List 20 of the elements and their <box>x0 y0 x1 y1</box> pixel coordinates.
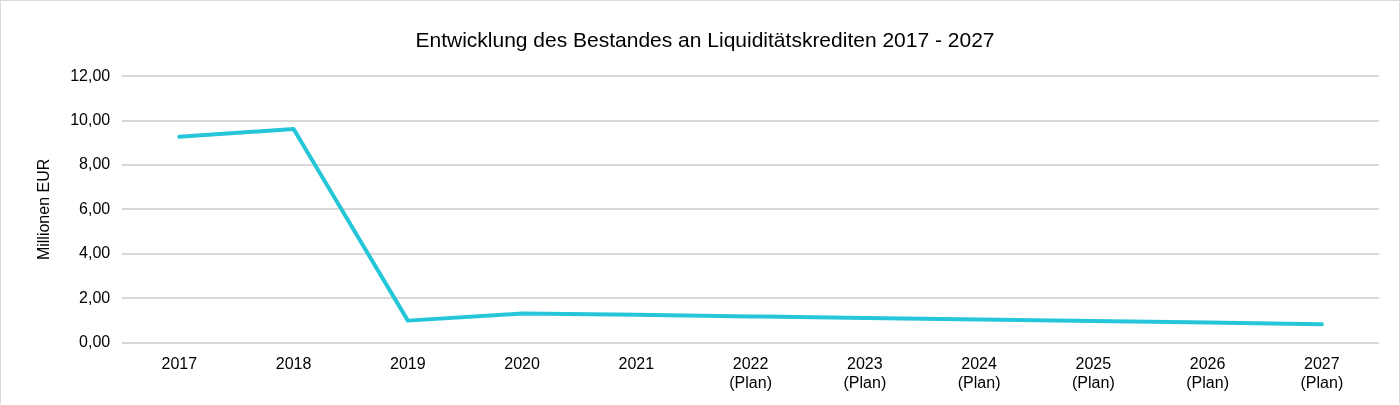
y-tick-label: 12,00 <box>70 66 111 84</box>
x-tick-label: 2018 <box>275 354 312 372</box>
x-tick-label: 2025 (Plan) <box>1072 354 1115 391</box>
y-tick-label: 4,00 <box>79 244 111 262</box>
x-tick-label: 2027 (Plan) <box>1300 354 1344 391</box>
y-tick-label: 8,00 <box>79 155 111 173</box>
chart-title: Entwicklung des Bestandes an Liquiditätskrediten 2017 - 2027 <box>415 28 995 52</box>
x-tick-label: 2026 (Plan) <box>1186 354 1229 391</box>
y-tick-label: 0,00 <box>79 333 111 351</box>
y-axis-title: Millionen EUR <box>35 158 53 261</box>
y-tick-label: 10,00 <box>70 111 111 129</box>
x-tick-label: 2017 <box>161 354 198 372</box>
x-tick-label: 2019 <box>390 354 426 372</box>
y-tick-label: 6,00 <box>79 199 111 217</box>
x-tick-label: 2023 (Plan) <box>843 354 887 391</box>
x-tick-label: 2021 <box>618 354 655 372</box>
y-tick-label: 2,00 <box>79 288 111 306</box>
x-tick-label: 2020 <box>504 354 541 372</box>
x-tick-label: 2022 (Plan) <box>729 354 772 391</box>
x-tick-label: 2024 (Plan) <box>957 354 1001 391</box>
